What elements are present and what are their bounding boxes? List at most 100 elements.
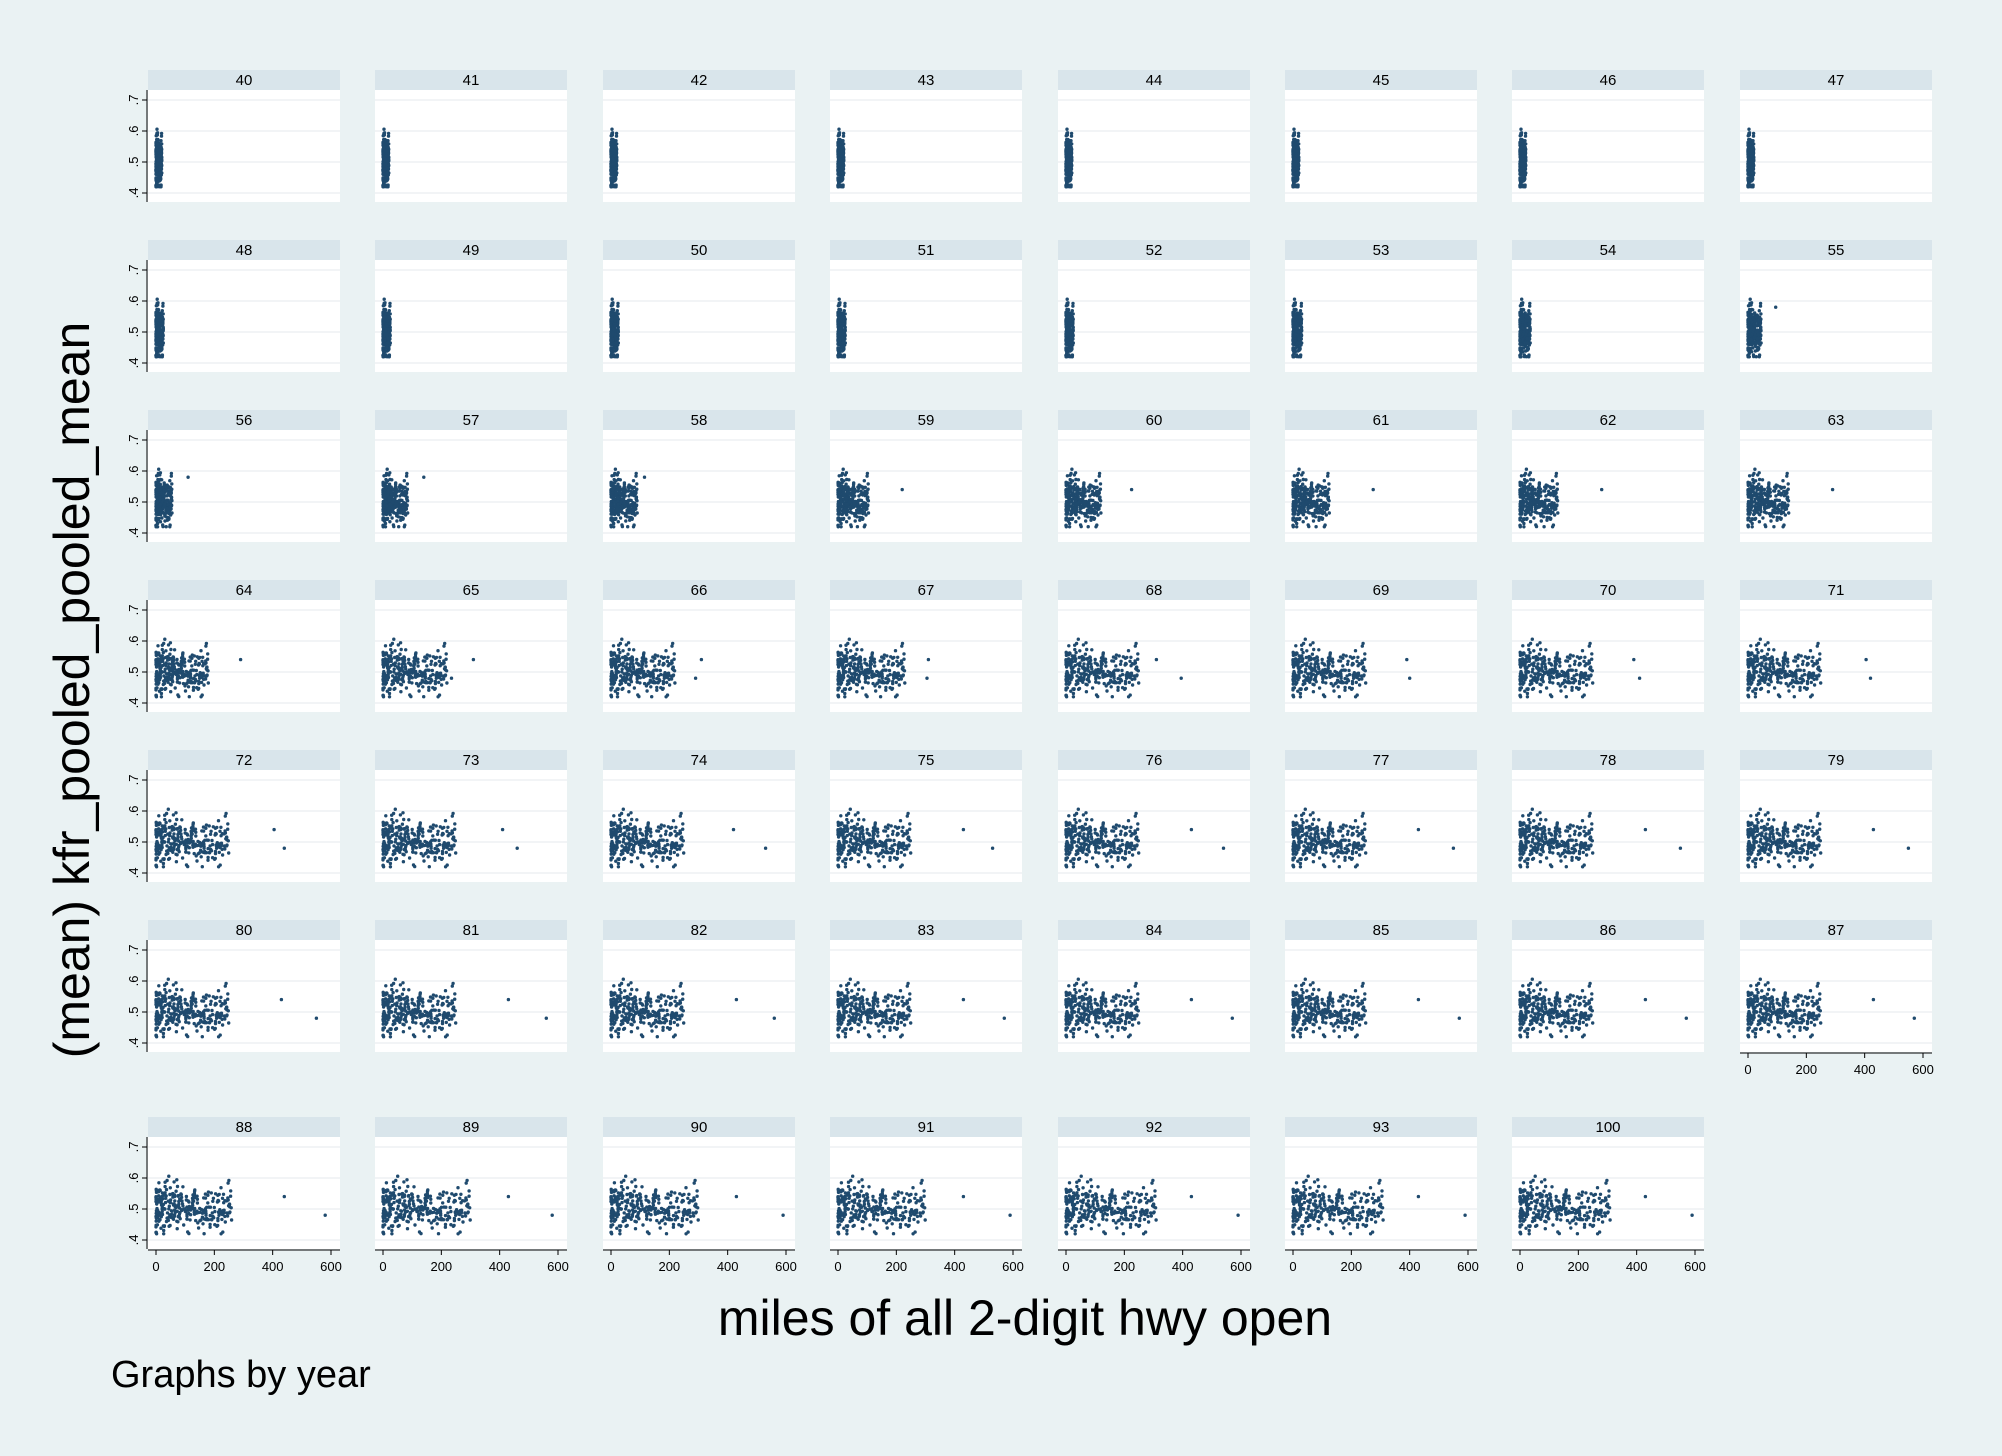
data-point [1521,138,1525,142]
data-point [1070,353,1075,357]
panel-title: 40 [236,72,253,89]
data-point [160,322,165,326]
data-point [160,163,164,167]
data-point [612,327,616,332]
data-point [154,342,158,346]
data-point [609,346,613,350]
data-point [1528,304,1532,308]
data-point [1747,303,1752,307]
data-point [1070,311,1074,316]
data-point [1300,329,1304,333]
data-point [387,311,391,316]
data-point [836,172,840,176]
data-point [1069,145,1073,150]
data-point [1297,336,1301,341]
data-point [387,322,392,326]
data-point [1747,127,1751,131]
data-point [610,303,614,307]
data-point [1518,172,1522,176]
panel-title: 51 [918,242,935,259]
data-point [1064,353,1068,358]
data-point [1746,332,1750,337]
data-point [382,303,386,307]
data-point [154,183,158,188]
data-point [159,131,164,136]
data-point [610,297,614,301]
data-point [1066,332,1070,336]
data-point [616,330,620,334]
data-point [1752,163,1756,167]
data-point [155,309,160,313]
data-point [161,304,165,308]
data-point [1524,345,1529,349]
data-point [1519,162,1524,166]
data-point [159,139,163,143]
data-point [1756,341,1760,345]
data-point [1746,342,1751,346]
data-point [1527,322,1532,326]
data-point [158,171,162,175]
data-point [611,332,615,336]
data-point [1758,304,1763,308]
data-point [1759,329,1763,333]
data-point [1064,172,1068,176]
data-point [611,157,616,162]
data-point [840,166,844,171]
data-point [1750,332,1754,336]
panel-year-52: 52 [1058,240,1250,372]
data-point [1746,346,1750,350]
panel-year-54: 54 [1512,240,1704,372]
data-point [842,163,846,167]
data-point [1518,168,1522,173]
data-point [841,341,846,345]
data-point [842,322,847,326]
data-point [840,171,844,175]
data-point [1291,183,1295,188]
data-point [387,353,392,357]
data-point [1520,157,1525,162]
data-point [615,353,620,357]
data-point [1524,319,1529,323]
data-point [1067,354,1071,359]
data-point [609,168,613,173]
data-point [160,353,165,357]
data-point [612,138,616,142]
data-point [842,353,847,357]
panel-year-44: 44 [1058,70,1250,202]
data-point [1065,297,1069,301]
data-point [160,315,164,320]
scatter-points [381,127,391,189]
data-point [1523,145,1527,150]
data-point [837,133,841,137]
data-point [154,176,158,180]
data-point [1068,171,1073,175]
data-point [1524,163,1528,167]
data-point [386,145,390,150]
panel-title: 42 [691,72,708,89]
data-point [383,157,388,162]
data-point [1749,312,1754,316]
data-point [1520,309,1524,313]
panel-title: 52 [1146,242,1163,259]
data-point [1746,323,1751,327]
data-point [1065,316,1069,320]
data-point [155,303,159,307]
data-point [154,346,158,350]
data-point [381,338,385,343]
data-point [610,309,615,313]
data-point [613,166,617,171]
data-point [610,316,614,320]
data-point [1752,327,1756,332]
data-point [843,304,847,308]
data-point [1522,171,1527,175]
data-point [1753,349,1758,353]
data-point [836,346,840,350]
data-point [383,332,387,336]
data-point [1523,134,1528,138]
panel-year-50: 50 [603,240,795,372]
data-point [157,354,161,359]
data-point [609,183,613,188]
data-point [1750,141,1755,146]
data-point [1527,311,1531,316]
data-point [1747,162,1752,166]
